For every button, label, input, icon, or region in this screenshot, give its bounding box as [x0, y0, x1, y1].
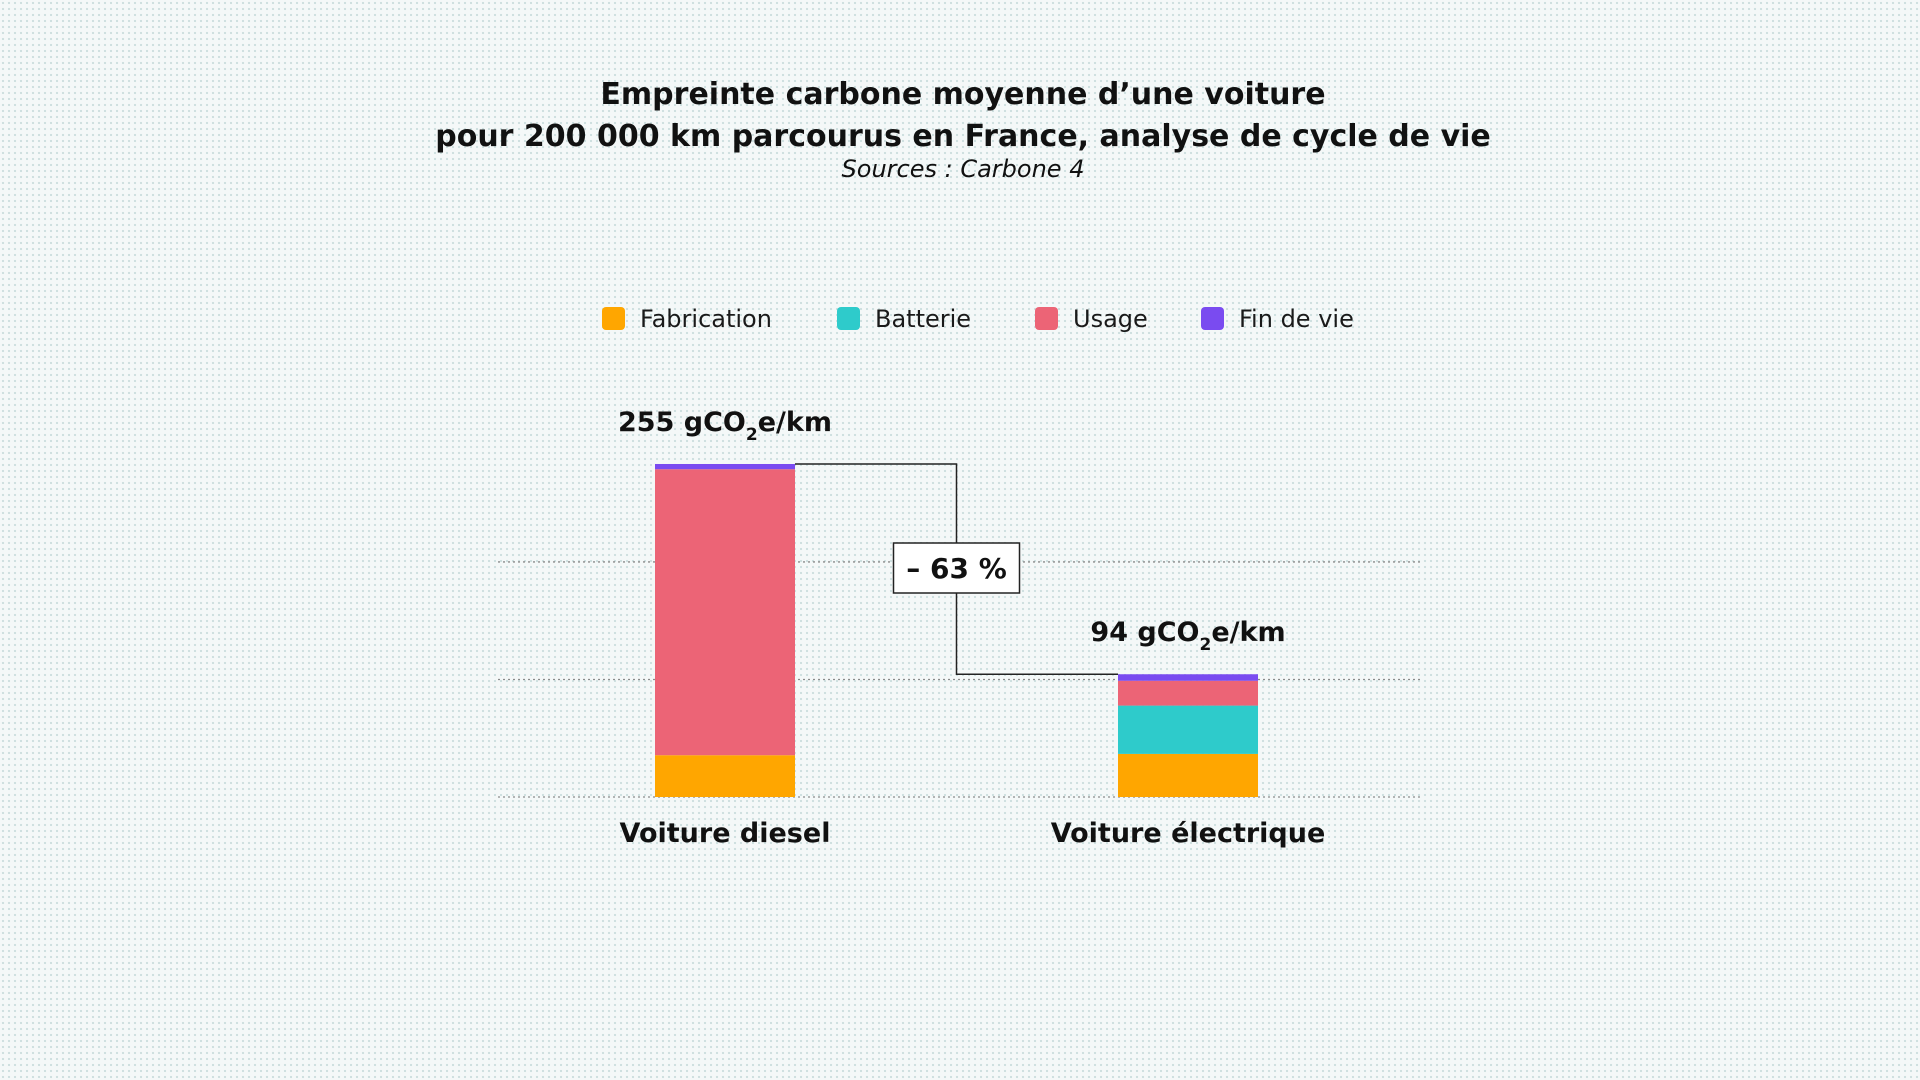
legend-label-batterie: Batterie	[875, 305, 971, 333]
legend-item-fin-de-vie: Fin de vie	[1201, 305, 1354, 333]
chart-title-line-2: pour 200 000 km parcourus en France, ana…	[435, 119, 1491, 154]
legend-label-fin-de-vie: Fin de vie	[1239, 305, 1354, 333]
bars	[655, 463, 1258, 797]
legend-swatch-batterie	[837, 307, 860, 330]
legend-label-usage: Usage	[1073, 305, 1148, 333]
legend-item-batterie: Batterie	[837, 305, 971, 333]
difference-label: – 63 %	[906, 552, 1007, 585]
bar-segment-voiture-electrique-fin-de-vie	[1118, 674, 1258, 681]
legend-swatch-fabrication	[602, 307, 625, 330]
difference-box	[892, 542, 1021, 594]
bar-labels: 255 gCO2e/km 94 gCO2e/km Voiture diesel Voi…	[618, 407, 1325, 849]
bar-segment-voiture-electrique-usage	[1118, 680, 1258, 706]
bar-segment-voiture-diesel-usage	[655, 469, 795, 756]
difference-connector: – 63 %	[795, 463, 1118, 675]
legend-swatch-usage	[1035, 307, 1058, 330]
bar-segment-voiture-diesel-fabrication	[655, 755, 795, 797]
total-label-voiture-diesel: 255 gCO2e/km	[618, 407, 832, 445]
total-label-voiture-electrique: 94 gCO2e/km	[1090, 617, 1285, 655]
category-label-voiture-electrique: Voiture électrique	[1051, 818, 1326, 849]
chart-source: Sources : Carbone 4	[842, 155, 1085, 183]
legend-swatch-fin-de-vie	[1201, 307, 1224, 330]
gridlines	[498, 561, 1422, 798]
bar-segment-voiture-diesel-fin-de-vie	[655, 463, 795, 470]
legend-item-fabrication: Fabrication	[602, 305, 772, 333]
bar-segment-voiture-electrique-batterie	[1118, 705, 1258, 754]
legend-item-usage: Usage	[1035, 305, 1148, 333]
category-label-voiture-diesel: Voiture diesel	[620, 818, 831, 849]
chart-title-line-1: Empreinte carbone moyenne d’une voiture	[600, 77, 1325, 112]
legend: Fabrication Batterie Usage Fin de vie	[602, 305, 1354, 333]
bar-segment-voiture-electrique-fabrication	[1118, 753, 1258, 797]
legend-label-fabrication: Fabrication	[640, 305, 772, 333]
